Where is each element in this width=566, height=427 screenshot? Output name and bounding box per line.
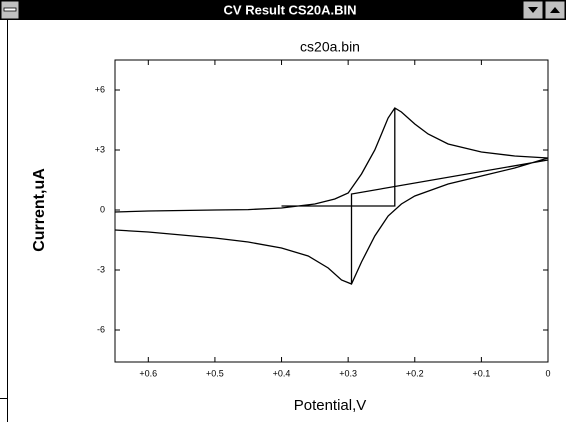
x-tick-label: +0.6: [139, 368, 157, 378]
chart-title: cs20a.bin: [300, 39, 360, 55]
x-tick-label: 0: [545, 368, 550, 378]
x-axis-label: Potential,V: [294, 397, 367, 414]
title-bar: [0, 0, 566, 20]
x-tick-label: +0.3: [339, 368, 357, 378]
x-tick-label: +0.1: [472, 368, 490, 378]
cv-trace: [114, 107, 549, 285]
y-tick-label: -3: [97, 264, 105, 274]
system-menu-icon: [3, 7, 17, 12]
minimize-icon: [528, 7, 538, 13]
y-tick-label: -6: [97, 324, 105, 334]
maximize-icon: [550, 7, 560, 13]
y-tick-label: 0: [100, 204, 105, 214]
y-tick-label: +6: [95, 84, 105, 94]
plot-frame: [114, 59, 549, 363]
y-axis-label: Current,uA: [31, 168, 48, 252]
window-title: CV Result CS20A.BIN: [224, 2, 357, 17]
x-tick-label: +0.2: [406, 368, 424, 378]
x-tick-label: +0.5: [206, 368, 224, 378]
y-tick-label: +3: [95, 144, 105, 154]
x-tick-label: +0.4: [273, 368, 291, 378]
